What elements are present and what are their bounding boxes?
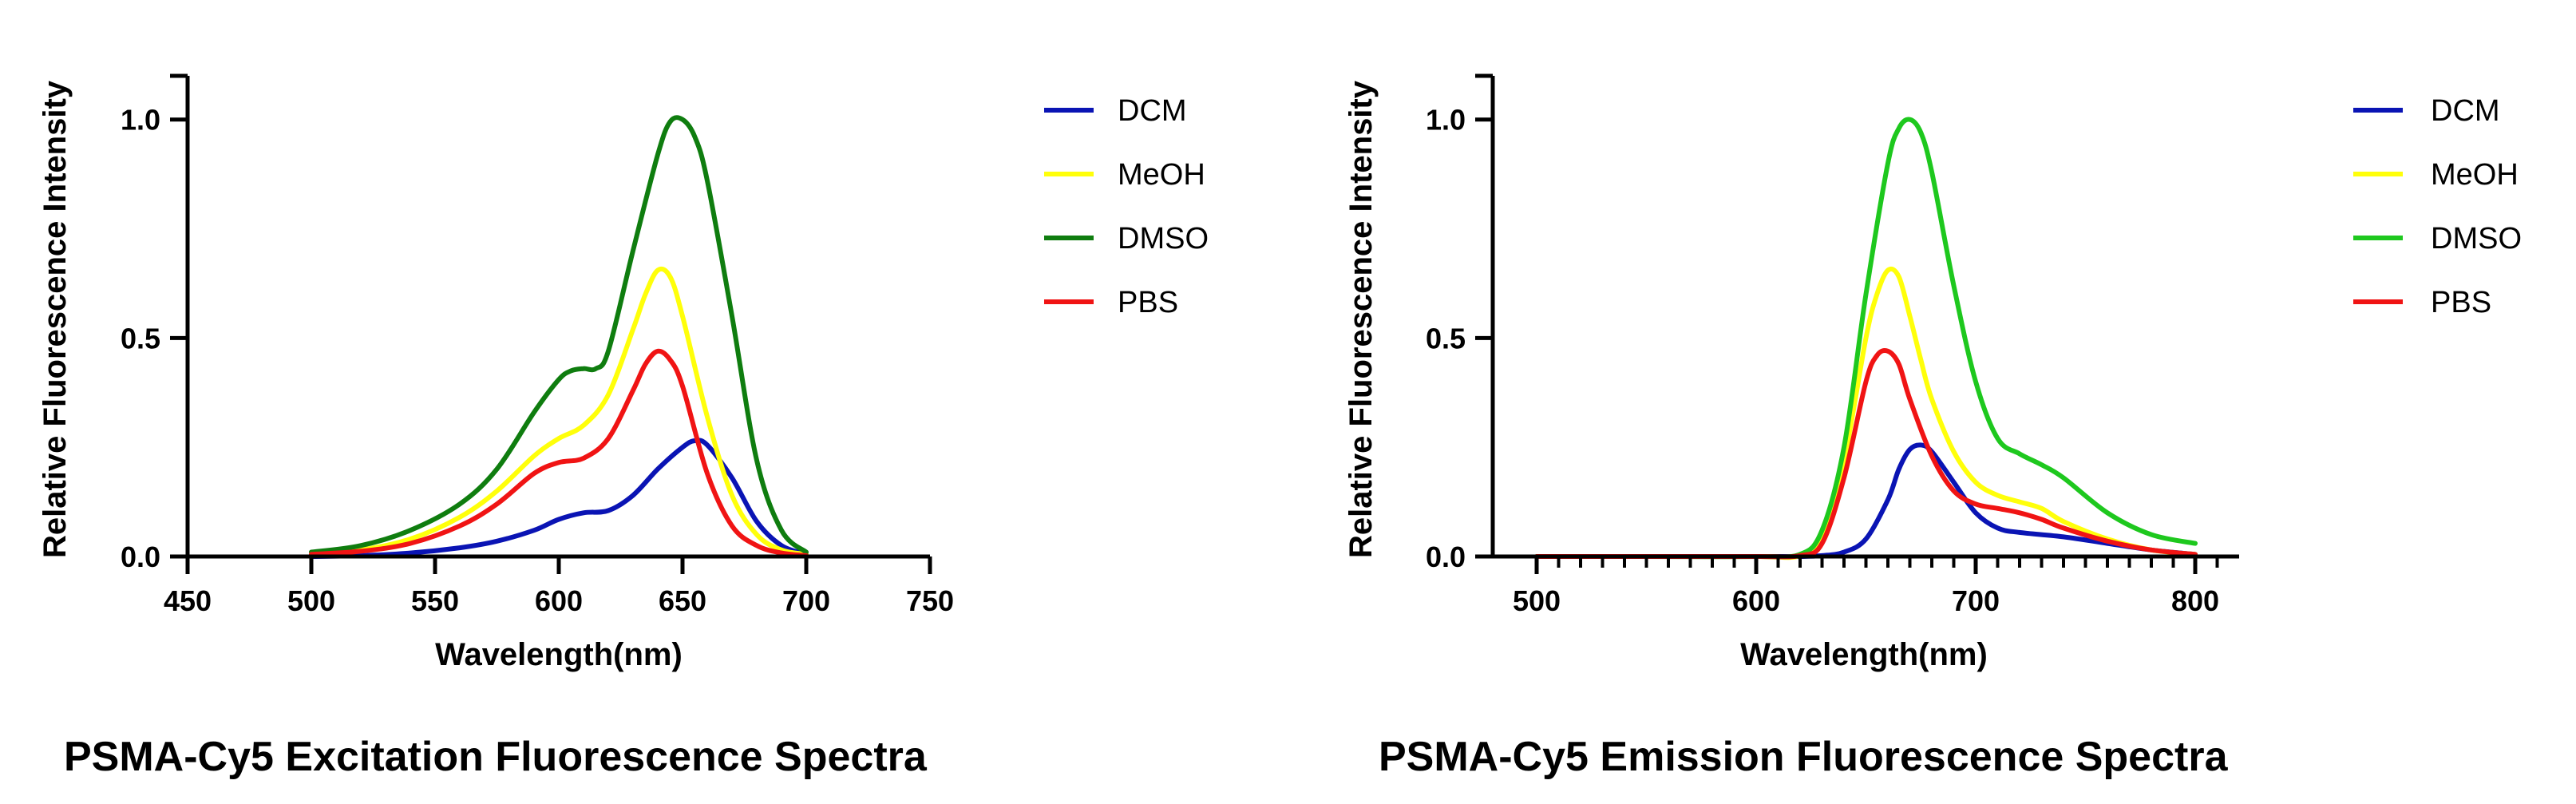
excitation-x-tick-label: 500 <box>287 584 335 617</box>
emission-x-tick-label: 800 <box>2171 584 2219 617</box>
emission-axes <box>1482 76 2239 559</box>
excitation-y-tick-label: 0.5 <box>121 322 160 354</box>
emission-x-tick-label: 600 <box>1732 584 1780 617</box>
emission-y-axis-label: Relative Fluorescence Intensity <box>1343 80 1379 558</box>
excitation-x-tick-label: 750 <box>906 584 954 617</box>
excitation-x-tick-label: 550 <box>411 584 459 617</box>
emission-x-tick-label: 500 <box>1513 584 1561 617</box>
excitation-y-axis-label: Relative Fluorescence Intensity <box>38 80 73 558</box>
emission-y-tick-label: 1.0 <box>1426 104 1466 137</box>
emission-legend-label-pbs: PBS <box>2431 286 2491 319</box>
excitation-axes <box>185 76 930 559</box>
excitation-series-line-dcm <box>309 438 809 559</box>
emission-legend: DCM MeOH DMSO PBS <box>2353 94 2522 319</box>
excitation-x-tick-label: 700 <box>782 584 830 617</box>
excitation-chart-title: PSMA-Cy5 Excitation Fluorescence Spectra <box>64 734 928 780</box>
emission-legend-label-dcm: DCM <box>2431 94 2500 128</box>
emission-y-tick-label: 0.5 <box>1426 322 1466 354</box>
excitation-series-line-pbs <box>309 348 809 558</box>
excitation-legend: DCM MeOH DMSO PBS <box>1044 94 1209 319</box>
excitation-legend-label-dcm: DCM <box>1118 94 1187 128</box>
excitation-x-axis-label: Wavelength(nm) <box>435 637 683 672</box>
excitation-series-line-dmso <box>309 115 809 555</box>
excitation-y-tick-label: 1.0 <box>121 104 160 137</box>
excitation-plot-lines <box>309 115 809 559</box>
excitation-ticks: 0.0 0.5 1.0 450 500 550 600 650 700 750 <box>121 73 954 617</box>
emission-legend-label-dmso: DMSO <box>2431 222 2522 255</box>
excitation-x-tick-label: 650 <box>659 584 706 617</box>
excitation-x-tick-label: 450 <box>164 584 212 617</box>
excitation-series-line-meoh <box>309 266 809 557</box>
excitation-legend-label-dmso: DMSO <box>1118 222 1209 255</box>
emission-chart-title: PSMA-Cy5 Emission Fluorescence Spectra <box>1379 734 2229 780</box>
excitation-y-tick-label: 0.0 <box>121 541 160 573</box>
excitation-x-tick-label: 600 <box>535 584 583 617</box>
excitation-legend-label-pbs: PBS <box>1118 286 1178 319</box>
emission-chart: 0.0 0.5 1.0 500 600 700 800 Wavelength(nm) Rel… <box>1343 73 2522 780</box>
emission-x-axis-label: Wavelength(nm) <box>1740 637 1988 672</box>
excitation-legend-label-meoh: MeOH <box>1118 158 1205 192</box>
emission-legend-label-meoh: MeOH <box>2431 158 2519 192</box>
emission-plot-lines <box>1534 117 2198 560</box>
emission-series-line-pbs <box>1534 348 2198 560</box>
excitation-chart: 0.0 0.5 1.0 450 500 550 600 650 700 750 Wavelengt… <box>38 73 1209 780</box>
emission-x-tick-label: 700 <box>1952 584 2000 617</box>
emission-y-tick-label: 0.0 <box>1426 541 1466 573</box>
emission-series-line-meoh <box>1534 266 2198 560</box>
emission-ticks: 0.0 0.5 1.0 500 600 700 800 <box>1426 73 2219 617</box>
